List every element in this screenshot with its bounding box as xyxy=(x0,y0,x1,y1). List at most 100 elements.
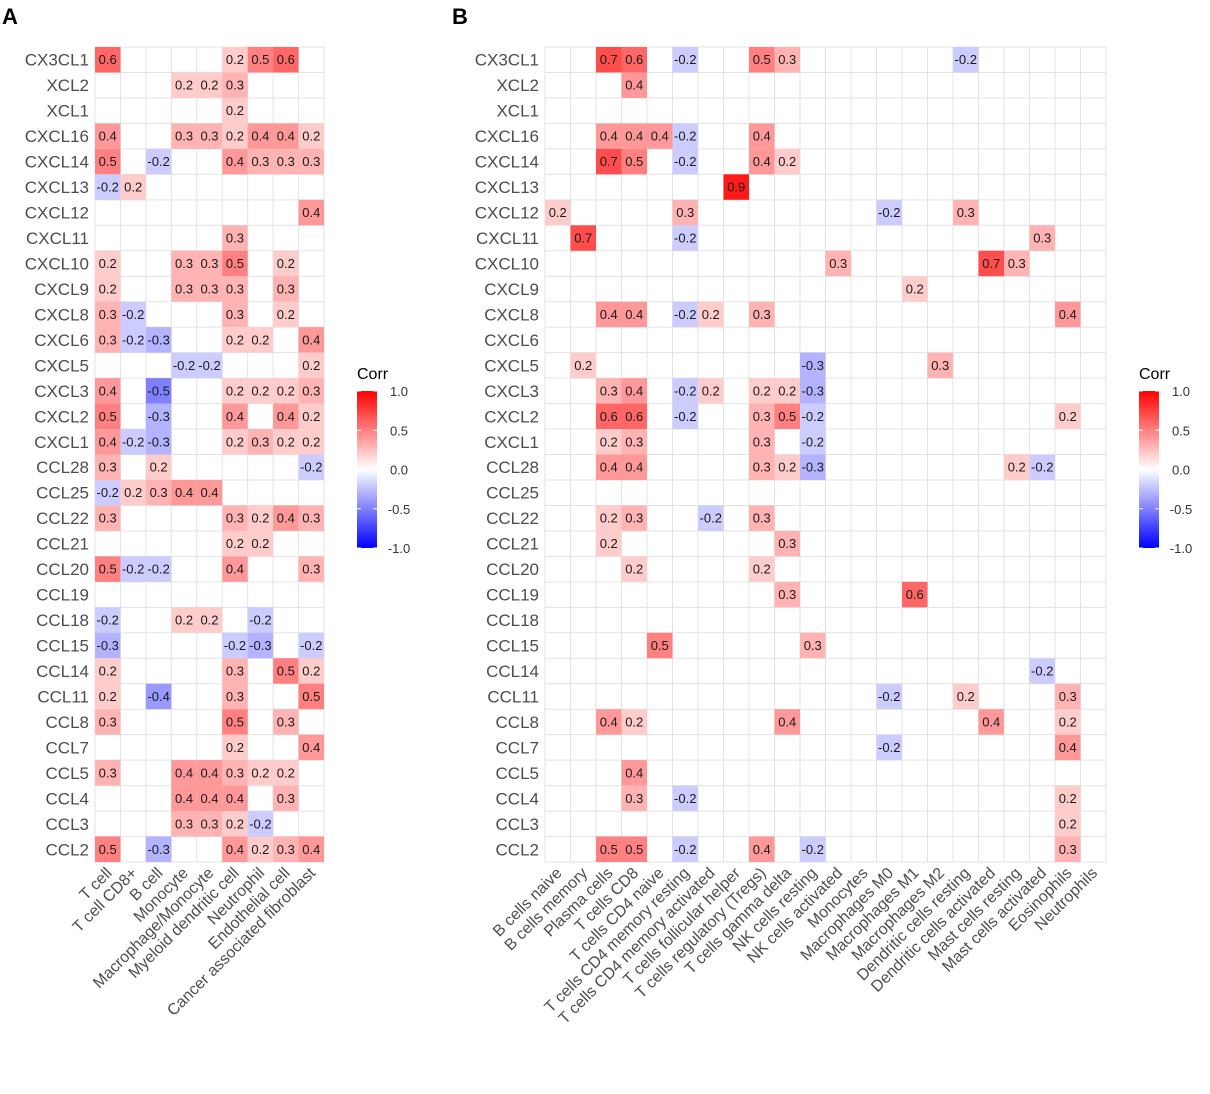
heatmap-cell xyxy=(825,250,851,277)
cell-value-label: 0.5 xyxy=(226,256,244,271)
heatmap-cell xyxy=(196,72,223,98)
row-label: CCL4 xyxy=(46,789,89,808)
heatmap-cell xyxy=(647,123,673,149)
cell-value-label: 0.3 xyxy=(200,129,218,144)
heatmap-cell xyxy=(273,505,299,531)
heatmap-cell xyxy=(672,225,698,251)
cell-value-label: 0.2 xyxy=(753,562,771,577)
cell-value-label: 0.3 xyxy=(175,281,193,296)
cell-value-label: -0.2 xyxy=(122,332,144,347)
heatmap-cell xyxy=(95,301,121,328)
cell-value-label: 0.3 xyxy=(226,307,244,322)
cell-value-label: 0.4 xyxy=(175,765,193,780)
row-label: CXCL10 xyxy=(25,254,89,273)
heatmap-cell xyxy=(120,327,146,353)
cell-value-label: 0.4 xyxy=(625,460,643,475)
heatmap-cell xyxy=(145,454,172,480)
heatmap-cell xyxy=(222,836,248,862)
heatmap-cell xyxy=(647,632,673,659)
heatmap-cell xyxy=(222,72,248,98)
row-label: CXCL9 xyxy=(34,280,89,299)
heatmap-cell xyxy=(222,123,248,149)
cell-value-label: 0.3 xyxy=(625,434,643,449)
row-label: CCL5 xyxy=(46,764,89,783)
heatmap-cell xyxy=(171,123,197,149)
cell-value-label: 0.5 xyxy=(99,409,117,424)
heatmap-cell xyxy=(596,530,622,557)
row-label: CX3CL1 xyxy=(25,51,89,70)
heatmap-cell xyxy=(196,479,223,506)
heatmap-cell xyxy=(596,454,622,480)
cell-value-label: 0.3 xyxy=(99,307,117,322)
cell-value-label: -0.3 xyxy=(147,332,169,347)
cell-value-label: -0.2 xyxy=(878,740,900,755)
heatmap-cell xyxy=(196,123,223,149)
cell-value-label: 0.3 xyxy=(226,281,244,296)
heatmap-cell xyxy=(273,301,299,328)
cell-value-label: 0.4 xyxy=(200,791,218,806)
heatmap-cell xyxy=(95,632,121,659)
cell-value-label: 0.4 xyxy=(625,129,643,144)
cell-value-label: -0.2 xyxy=(97,485,119,500)
cell-value-label: 0.2 xyxy=(226,103,244,118)
heatmap-cell xyxy=(120,174,146,200)
row-label: CCL25 xyxy=(486,484,539,503)
cell-value-label: 0.4 xyxy=(625,307,643,322)
cell-value-label: 0.2 xyxy=(753,383,771,398)
legend-title: Corr xyxy=(357,366,389,383)
cell-value-label: 0.4 xyxy=(226,842,244,857)
heatmap-cell xyxy=(273,429,299,455)
heatmap-cell xyxy=(621,760,647,786)
heatmap-cell xyxy=(95,658,121,684)
heatmap-cell xyxy=(621,785,647,812)
heatmap-cell xyxy=(247,378,274,404)
row-label: CXCL12 xyxy=(25,204,89,223)
cell-value-label: 0.7 xyxy=(600,52,618,67)
cell-value-label: 0.3 xyxy=(676,205,694,220)
heatmap-cell xyxy=(95,505,121,531)
heatmap-cell xyxy=(222,505,248,531)
heatmap-cell xyxy=(621,148,647,175)
heatmap-cell xyxy=(1055,811,1081,837)
cell-value-label: 0.4 xyxy=(302,332,320,347)
cell-value-label: 0.2 xyxy=(1059,791,1077,806)
heatmap-cell xyxy=(876,199,902,226)
cell-value-label: -0.2 xyxy=(802,842,824,857)
heatmap-cell xyxy=(95,327,121,353)
cell-value-label: 0.6 xyxy=(99,52,117,67)
heatmap-cell xyxy=(95,556,121,582)
cell-value-label: 0.3 xyxy=(175,816,193,831)
panel-b-heatmap: B 0.7 0.6 -0.2 0.5 0.3 -0.2 0.4 0.4 0.4 0.4 -0.2 0.4… xyxy=(452,4,1192,1028)
heatmap-cell xyxy=(298,836,324,862)
cell-value-label: 0.4 xyxy=(600,714,618,729)
heatmap-cell xyxy=(800,632,826,659)
cell-value-label: -0.2 xyxy=(224,638,246,653)
cell-value-label: -0.2 xyxy=(878,689,900,704)
cell-value-label: 0.2 xyxy=(574,358,592,373)
cell-value-label: 0.4 xyxy=(600,129,618,144)
cell-value-label: 0.3 xyxy=(302,562,320,577)
cell-value-label: 0.3 xyxy=(277,842,295,857)
heatmap-cell xyxy=(298,734,324,761)
heatmap-cell xyxy=(222,429,248,455)
heatmap-cell xyxy=(774,403,800,430)
cell-value-label: 0.3 xyxy=(150,485,168,500)
cell-value-label: 0.3 xyxy=(175,256,193,271)
heatmap-cell xyxy=(247,123,274,149)
cell-value-label: 0.3 xyxy=(302,383,320,398)
heatmap-cell xyxy=(222,47,248,73)
heatmap-cell xyxy=(171,479,197,506)
heatmap-cell xyxy=(196,352,223,379)
cell-value-label: -0.2 xyxy=(802,434,824,449)
row-label: CXCL1 xyxy=(484,433,539,452)
cell-value-label: -0.3 xyxy=(147,434,169,449)
cell-value-label: 0.2 xyxy=(1059,816,1077,831)
cell-value-label: 0.4 xyxy=(277,511,295,526)
legend-tick-label: 0.5 xyxy=(390,423,408,438)
row-label: CCL20 xyxy=(36,560,89,579)
cell-value-label: 0.7 xyxy=(574,231,592,246)
heatmap-cell xyxy=(273,760,299,786)
cell-value-label: 0.2 xyxy=(226,129,244,144)
heatmap-cell xyxy=(672,378,698,404)
